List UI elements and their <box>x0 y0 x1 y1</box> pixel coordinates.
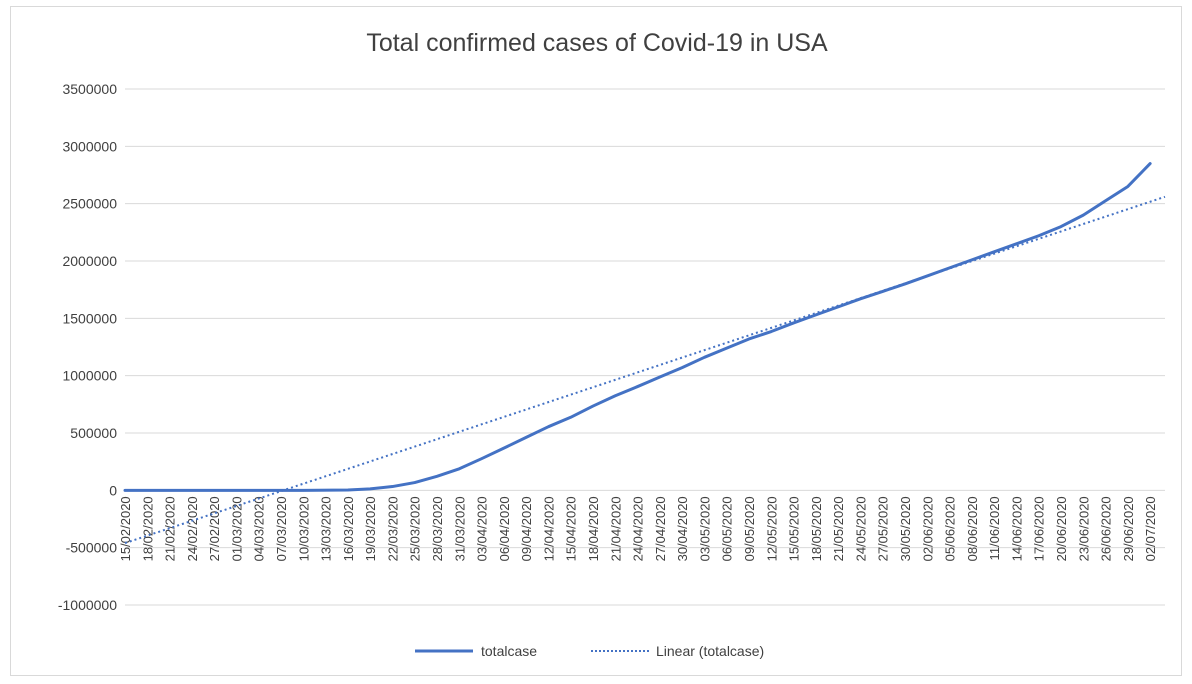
x-tick-label: 02/07/2020 <box>1143 496 1158 561</box>
x-tick-label: 13/03/2020 <box>319 496 334 561</box>
y-tick-label: -1000000 <box>58 597 117 613</box>
x-tick-label: 25/03/2020 <box>408 496 423 561</box>
y-axis-tick-labels: 3500000 3000000 2500000 2000000 1500000 10000… <box>58 81 117 613</box>
x-tick-label: 18/04/2020 <box>586 496 601 561</box>
x-tick-label: 24/05/2020 <box>853 496 868 561</box>
x-tick-label: 10/03/2020 <box>296 496 311 561</box>
x-tick-label: 01/03/2020 <box>229 496 244 561</box>
y-tick-label: 3000000 <box>62 138 117 154</box>
x-tick-label: 14/06/2020 <box>1009 496 1024 561</box>
x-tick-label: 09/05/2020 <box>742 496 757 561</box>
x-tick-label: 06/04/2020 <box>497 496 512 561</box>
x-tick-label: 27/02/2020 <box>207 496 222 561</box>
x-tick-label: 04/03/2020 <box>252 496 267 561</box>
x-tick-label: 24/04/2020 <box>631 496 646 561</box>
y-tick-label: 2500000 <box>62 196 117 212</box>
y-tick-label: 500000 <box>70 425 117 441</box>
x-tick-label: 15/02/2020 <box>118 496 133 561</box>
x-tick-label: 03/05/2020 <box>697 496 712 561</box>
x-tick-label: 21/04/2020 <box>608 496 623 561</box>
legend-label-linear-trend: Linear (totalcase) <box>656 643 764 659</box>
x-tick-label: 22/03/2020 <box>385 496 400 561</box>
x-tick-label: 24/02/2020 <box>185 496 200 561</box>
chart-frame: Total confirmed cases of Covid-19 in USA… <box>10 6 1182 676</box>
x-tick-label: 16/03/2020 <box>341 496 356 561</box>
x-tick-label: 21/02/2020 <box>163 496 178 561</box>
x-tick-label: 09/04/2020 <box>519 496 534 561</box>
x-tick-label: 06/05/2020 <box>720 496 735 561</box>
y-tick-label: -500000 <box>66 540 118 556</box>
x-axis-tick-labels: 15/02/2020 18/02/2020 21/02/2020 24/02/2020… <box>118 496 1158 561</box>
x-tick-label: 15/04/2020 <box>564 496 579 561</box>
x-tick-label: 11/06/2020 <box>987 496 1002 560</box>
x-tick-label: 27/04/2020 <box>653 496 668 561</box>
y-tick-label: 1000000 <box>62 368 117 384</box>
x-tick-label: 29/06/2020 <box>1121 496 1136 561</box>
x-tick-label: 17/06/2020 <box>1032 496 1047 561</box>
x-tick-label: 15/05/2020 <box>787 496 802 561</box>
series-layer <box>123 162 1166 545</box>
chart-svg: Total confirmed cases of Covid-19 in USA… <box>58 29 1166 659</box>
x-tick-label: 30/05/2020 <box>898 496 913 561</box>
gridlines <box>125 88 1165 606</box>
chart-title: Total confirmed cases of Covid-19 in USA <box>366 29 828 57</box>
x-tick-label: 19/03/2020 <box>363 496 378 561</box>
legend-label-totalcase: totalcase <box>481 643 537 659</box>
x-tick-label: 30/04/2020 <box>675 496 690 561</box>
x-tick-label: 02/06/2020 <box>920 496 935 561</box>
y-tick-label: 1500000 <box>62 310 117 326</box>
y-tick-label: 3500000 <box>62 81 117 97</box>
x-tick-label: 23/06/2020 <box>1076 496 1091 561</box>
legend: totalcase Linear (totalcase) <box>415 643 764 659</box>
x-tick-label: 27/05/2020 <box>876 496 891 561</box>
x-tick-label: 18/02/2020 <box>140 496 155 561</box>
y-tick-label: 0 <box>109 482 117 498</box>
x-tick-label: 20/06/2020 <box>1054 496 1069 561</box>
series-line-totalcase <box>123 162 1152 492</box>
x-tick-label: 18/05/2020 <box>809 496 824 561</box>
x-tick-label: 28/03/2020 <box>430 496 445 561</box>
x-tick-label: 12/04/2020 <box>541 496 556 561</box>
x-tick-label: 07/03/2020 <box>274 496 289 561</box>
y-tick-label: 2000000 <box>62 253 117 269</box>
x-tick-label: 31/03/2020 <box>452 496 467 561</box>
x-tick-label: 05/06/2020 <box>943 496 958 561</box>
x-tick-label: 03/04/2020 <box>475 496 490 561</box>
x-tick-label: 21/05/2020 <box>831 496 846 561</box>
x-tick-label: 08/06/2020 <box>965 496 980 561</box>
x-tick-label: 26/06/2020 <box>1099 496 1114 561</box>
x-tick-label: 12/05/2020 <box>764 496 779 561</box>
